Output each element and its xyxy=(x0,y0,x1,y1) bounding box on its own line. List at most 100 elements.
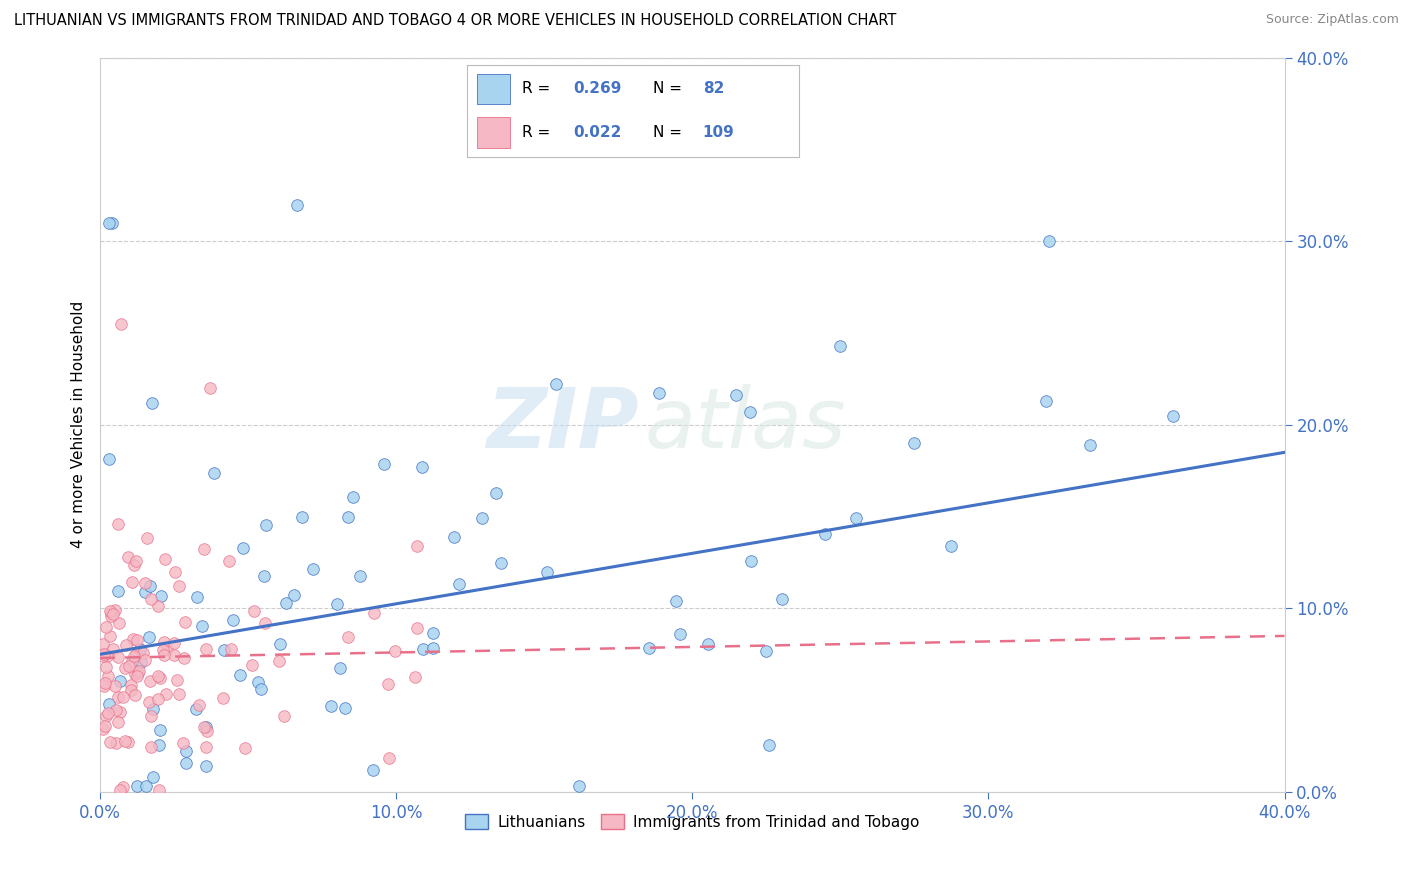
Point xyxy=(125,669,148,683)
Point xyxy=(105,703,128,717)
Point xyxy=(139,591,162,606)
Point xyxy=(405,621,427,635)
Point xyxy=(233,740,256,755)
Point xyxy=(100,606,122,620)
Point xyxy=(253,569,276,583)
Point xyxy=(149,723,172,737)
Point xyxy=(291,510,314,524)
Point xyxy=(167,579,190,593)
Point xyxy=(195,724,218,739)
Point xyxy=(194,739,217,754)
Point xyxy=(112,780,135,795)
Point xyxy=(152,648,174,662)
Point xyxy=(107,584,129,599)
Point xyxy=(269,637,291,651)
Point xyxy=(146,669,169,683)
Point xyxy=(738,405,761,419)
Point xyxy=(128,664,150,678)
Point xyxy=(903,436,925,450)
Text: atlas: atlas xyxy=(645,384,846,466)
Point xyxy=(219,642,242,657)
Point xyxy=(830,339,852,353)
Point xyxy=(117,549,139,564)
Point xyxy=(174,756,197,771)
Point xyxy=(120,678,142,692)
Point xyxy=(254,616,277,631)
Point xyxy=(132,647,155,661)
Point xyxy=(136,531,159,545)
Point xyxy=(162,648,184,663)
Point xyxy=(103,641,125,656)
Point xyxy=(148,739,170,753)
Point xyxy=(412,642,434,657)
Point xyxy=(758,738,780,752)
Point xyxy=(127,632,149,647)
Point xyxy=(121,632,143,646)
Point xyxy=(378,750,401,764)
Point xyxy=(93,719,115,733)
Point xyxy=(568,780,591,794)
Point xyxy=(342,490,364,504)
Point xyxy=(269,654,291,668)
Point xyxy=(100,629,122,643)
Point xyxy=(325,597,347,611)
Point xyxy=(422,625,444,640)
Point xyxy=(697,637,720,651)
Legend: Lithuanians, Immigrants from Trinidad and Tobago: Lithuanians, Immigrants from Trinidad an… xyxy=(460,807,925,836)
Point xyxy=(212,690,235,705)
Point xyxy=(361,763,384,777)
Point xyxy=(250,681,273,696)
Point xyxy=(97,669,120,683)
Point xyxy=(194,759,217,773)
Point xyxy=(134,653,156,667)
Point xyxy=(485,485,508,500)
Point xyxy=(665,593,688,607)
Point xyxy=(107,715,129,730)
Point xyxy=(96,648,118,663)
Point xyxy=(770,592,793,607)
Point xyxy=(107,650,129,665)
Point xyxy=(108,705,131,719)
Point xyxy=(98,697,121,711)
Point xyxy=(669,627,692,641)
Point xyxy=(1038,234,1060,248)
Point xyxy=(186,590,208,604)
Point xyxy=(121,574,143,589)
Point xyxy=(108,616,131,631)
Point xyxy=(489,556,512,570)
Point xyxy=(174,744,197,758)
Point xyxy=(240,658,263,673)
Point xyxy=(125,554,148,568)
Point xyxy=(411,459,433,474)
Point xyxy=(283,589,305,603)
Point xyxy=(422,640,444,655)
Point xyxy=(152,643,174,657)
Point xyxy=(406,539,429,553)
Point xyxy=(187,698,209,712)
Point xyxy=(274,597,297,611)
Point xyxy=(142,702,165,716)
Point xyxy=(91,648,114,663)
Point xyxy=(139,579,162,593)
Point xyxy=(118,658,141,673)
Point xyxy=(285,197,308,211)
Point xyxy=(232,541,254,555)
Y-axis label: 4 or more Vehicles in Household: 4 or more Vehicles in Household xyxy=(72,301,86,549)
Text: ZIP: ZIP xyxy=(486,384,638,466)
Point xyxy=(149,589,172,603)
Point xyxy=(163,566,186,580)
Point xyxy=(740,553,762,567)
Point xyxy=(124,667,146,681)
Point xyxy=(337,510,360,524)
Point xyxy=(128,642,150,657)
Point xyxy=(98,734,121,748)
Point xyxy=(167,687,190,701)
Point xyxy=(377,677,399,691)
Point xyxy=(166,673,188,687)
Point xyxy=(725,388,748,402)
Point xyxy=(91,722,114,736)
Point xyxy=(155,552,177,566)
Point xyxy=(373,457,395,471)
Point xyxy=(254,518,277,533)
Point xyxy=(349,569,371,583)
